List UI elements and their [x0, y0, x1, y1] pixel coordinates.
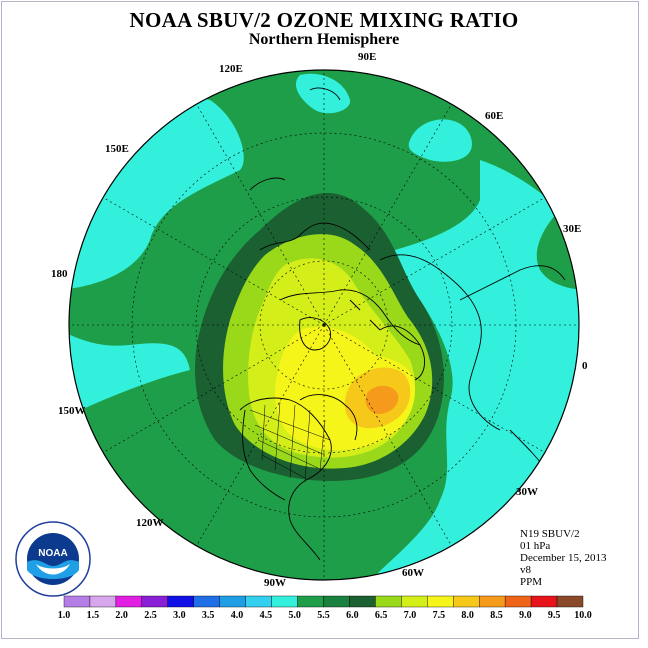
- colorbar-swatch: [167, 595, 194, 608]
- colorbar-tick-label: 4.0: [230, 610, 244, 621]
- colorbar-tick-label: 10.0: [574, 610, 592, 621]
- lon-label-90e: 90E: [358, 51, 377, 63]
- page-subtitle: Northern Hemisphere: [248, 31, 400, 48]
- colorbar-tick-label: 8.0: [461, 610, 474, 621]
- lon-label-120w: 120W: [136, 517, 164, 529]
- units-label: PPM: [520, 576, 543, 588]
- colorbar-tick-label: 6.5: [374, 610, 388, 621]
- colorbar-swatch: [89, 595, 117, 608]
- colorbar-swatch: [504, 595, 532, 608]
- colorbar-tick-label: 8.5: [490, 610, 503, 621]
- page-title: NOAA SBUV/2 OZONE MIXING RATIO: [129, 8, 519, 32]
- colorbar-tick-label: 3.5: [201, 610, 215, 621]
- colorbar-tick-label: 7.0: [403, 610, 417, 621]
- colorbar-swatch: [219, 595, 246, 608]
- lon-label-60w: 60W: [402, 567, 424, 579]
- lon-label-150w: 150W: [58, 405, 86, 417]
- colorbar-swatch: [193, 595, 220, 608]
- colorbar-swatch: [349, 595, 376, 608]
- colorbar-swatch: [297, 595, 324, 608]
- state-borders: [249, 401, 331, 483]
- graticule: [69, 70, 579, 580]
- colorbar-tick-label: 1.5: [86, 610, 100, 621]
- ozone-field: [69, 70, 579, 580]
- lon-label-180: 180: [51, 268, 68, 280]
- lon-label-30w: 30W: [516, 486, 538, 498]
- colorbar-swatch: [453, 595, 480, 608]
- colorbar-tick-label: 4.5: [259, 610, 273, 621]
- level-label: 01 hPa: [520, 540, 551, 552]
- lon-label-90w: 90W: [264, 577, 286, 589]
- lon-label-0: 0: [582, 360, 588, 372]
- colorbar-swatch: [245, 595, 272, 608]
- instrument-label: N19 SBUV/2: [520, 528, 580, 540]
- colorbar-swatch: [141, 595, 169, 608]
- colorbar: [63, 595, 584, 608]
- colorbar-tick-label: 1.0: [57, 610, 71, 621]
- lon-label-120e: 120E: [219, 63, 243, 75]
- colorbar-tick-label: 9.5: [547, 610, 561, 621]
- version-label: v8: [520, 564, 531, 576]
- colorbar-swatch: [401, 595, 428, 608]
- lon-label-30e: 30E: [563, 223, 582, 235]
- lon-label-150e: 150E: [105, 143, 129, 155]
- colorbar-tick-label: 9.0: [519, 610, 532, 621]
- noaa-logo: NOAA: [15, 521, 91, 597]
- lon-label-60e: 60E: [485, 110, 504, 122]
- ozone-band-5-0-north: [295, 73, 472, 162]
- colorbar-tick-label: 5.5: [317, 610, 330, 621]
- colorbar-swatch: [323, 595, 350, 608]
- colorbar-tick-label: 3.0: [173, 610, 186, 621]
- date-label: December 15, 2013: [520, 552, 607, 564]
- colorbar-swatch: [556, 595, 584, 608]
- noaa-logo-text: NOAA: [38, 548, 67, 559]
- colorbar-swatch: [271, 595, 298, 608]
- colorbar-tick-label: 7.5: [432, 610, 446, 621]
- coastlines: [239, 87, 566, 561]
- colorbar-swatch: [479, 595, 506, 608]
- colorbar-tick-label: 5.0: [288, 610, 301, 621]
- colorbar-tick-label: 2.5: [144, 610, 157, 621]
- colorbar-swatch: [115, 595, 143, 608]
- colorbar-tick-label: 2.0: [115, 610, 128, 621]
- colorbar-swatch: [427, 595, 454, 608]
- colorbar-tick-label: 6.0: [346, 610, 359, 621]
- ozone-band-8-5: [365, 385, 399, 414]
- hemisphere-border: [68, 69, 580, 581]
- colorbar-swatch: [375, 595, 402, 608]
- colorbar-swatch: [530, 595, 558, 608]
